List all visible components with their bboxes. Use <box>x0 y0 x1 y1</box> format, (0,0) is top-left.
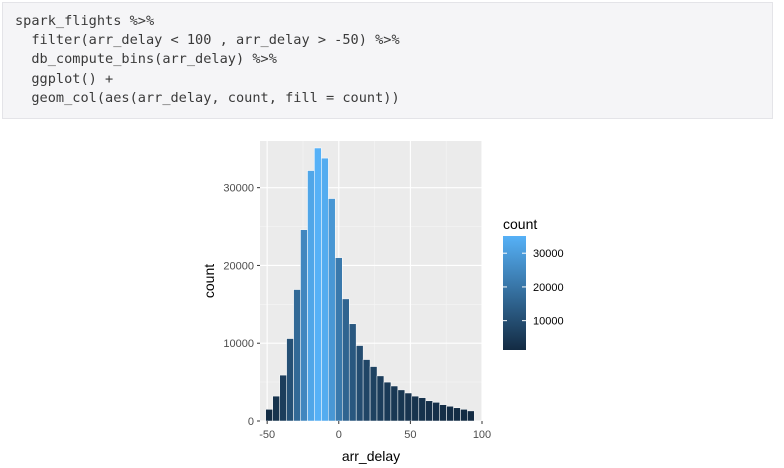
axes: 0 10000 20000 30000 -50 0 50 100 <box>223 183 491 441</box>
bar <box>355 345 364 422</box>
x-tick-label: -50 <box>259 429 275 441</box>
bar <box>272 395 280 422</box>
bar <box>286 338 294 422</box>
bar <box>328 198 336 422</box>
legend-tick-label: 10000 <box>533 316 564 328</box>
bar <box>348 323 357 422</box>
bar <box>307 170 315 422</box>
bar <box>300 229 308 422</box>
code-line: filter(arr_delay < 100 , arr_delay > -50… <box>15 32 400 49</box>
x-axis-title: arr_delay <box>342 448 400 464</box>
y-tick-label: 0 <box>248 416 254 428</box>
bar <box>369 366 378 422</box>
bar <box>411 395 419 422</box>
code-line: spark_flights %>% <box>15 13 155 29</box>
legend-colorbar <box>503 236 526 350</box>
bar <box>446 405 454 422</box>
y-tick-label: 30000 <box>223 183 254 195</box>
bar <box>397 389 406 422</box>
bar <box>376 375 385 422</box>
bar <box>321 157 329 422</box>
bar <box>383 381 392 422</box>
x-tick-label: 100 <box>473 429 491 441</box>
bar <box>362 359 371 422</box>
bar <box>439 404 447 422</box>
y-axis-title: count <box>201 264 217 298</box>
x-tick-label: 50 <box>404 429 416 441</box>
code-block: spark_flights %>% filter(arr_delay < 100… <box>2 2 773 119</box>
code-line: db_compute_bins(arr_delay) %>% <box>15 51 277 68</box>
bar <box>335 257 343 422</box>
code-line: geom_col(aes(arr_delay, count, fill = co… <box>15 89 400 106</box>
bar <box>293 289 301 422</box>
bar <box>314 147 322 422</box>
y-tick-label: 10000 <box>223 338 254 350</box>
bar <box>460 409 468 422</box>
bar <box>453 407 461 422</box>
bar <box>467 410 475 422</box>
y-tick-label: 20000 <box>223 260 254 272</box>
legend-title: count <box>503 216 537 232</box>
legend-tick-label: 30000 <box>533 248 564 260</box>
bars <box>265 147 475 422</box>
bar <box>425 400 433 422</box>
bar <box>418 397 426 422</box>
legend: count 10000 20000 30000 <box>503 216 564 350</box>
bar <box>265 409 273 422</box>
bar <box>432 402 440 422</box>
legend-tick-label: 20000 <box>533 282 564 294</box>
x-tick-label: 0 <box>336 429 342 441</box>
bar <box>390 385 399 422</box>
bar <box>404 392 413 422</box>
bar <box>342 298 350 422</box>
bar <box>279 374 287 422</box>
code-line: ggplot() + <box>15 70 114 87</box>
